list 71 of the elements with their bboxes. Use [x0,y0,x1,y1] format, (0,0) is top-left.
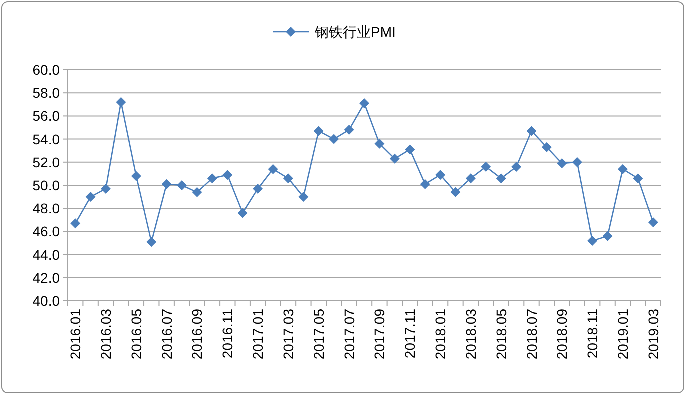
point [557,158,568,169]
point [526,126,537,136]
x-tick-label: 2017.07 [341,308,358,360]
x-tick-label: 2018.07 [524,308,540,360]
x-tick-label: 2016.05 [128,308,144,360]
point [344,125,354,136]
point [283,174,294,184]
point [192,187,202,198]
point [253,184,264,194]
point [542,142,552,152]
x-tick-label: 2017.09 [372,308,388,360]
point [268,164,278,174]
point [602,231,613,242]
y-tick-label: 58.0 [32,85,60,102]
point [70,218,81,229]
x-tick-label: 2017.03 [280,308,296,360]
x-tick-label: 2016.11 [220,308,236,359]
point [314,126,324,136]
point [481,162,492,172]
y-tick-label: 40.0 [32,293,60,309]
x-tick-label: 2019.01 [614,308,631,360]
x-tick-label: 2016.03 [98,308,114,360]
point [466,174,476,184]
point [405,144,416,155]
point [360,98,370,108]
x-tick-label: 2018.01 [432,308,449,360]
x-tick-label: 2018.09 [554,308,570,360]
x-tick-label: 2017.01 [250,308,266,360]
x-tick-label: 2018.05 [493,308,510,360]
point [648,217,658,228]
point [146,237,157,248]
point [496,174,506,184]
y-tick-label: 60.0 [32,62,60,78]
y-tick-label: 50.0 [32,178,60,194]
x-tick-label: 2019.03 [645,308,662,360]
point [572,157,582,168]
y-tick-label: 46.0 [32,224,60,240]
point [86,192,96,202]
point [329,134,340,144]
point [222,170,233,180]
point [374,138,385,149]
y-tick-label: 44.0 [32,246,60,263]
point [588,236,598,246]
point [238,208,248,218]
point [436,170,446,180]
x-tick-label: 2016.07 [158,308,175,360]
point [618,164,628,174]
point [390,154,400,164]
point [162,179,172,190]
point [207,174,218,184]
point [512,162,522,172]
point [420,179,430,190]
legend-label: 钢铁行业PMI [314,24,396,40]
y-tick-label: 56.0 [32,108,60,124]
x-tick-label: 2017.05 [310,308,327,360]
point [116,97,126,108]
point [450,187,461,198]
x-tick-label: 2016.01 [68,308,84,360]
x-tick-label: 2017.11 [402,308,418,359]
point [177,180,188,190]
point [633,174,644,184]
point [131,171,142,182]
point [101,184,112,194]
y-tick-label: 42.0 [32,270,60,286]
y-tick-label: 54.0 [32,131,60,148]
y-tick-label: 52.0 [32,154,60,170]
x-tick-label: 2018.11 [584,308,601,359]
y-tick-label: 48.0 [32,200,60,217]
point [298,192,309,202]
x-tick-label: 2018.03 [462,308,479,360]
x-tick-label: 2016.09 [189,308,206,360]
